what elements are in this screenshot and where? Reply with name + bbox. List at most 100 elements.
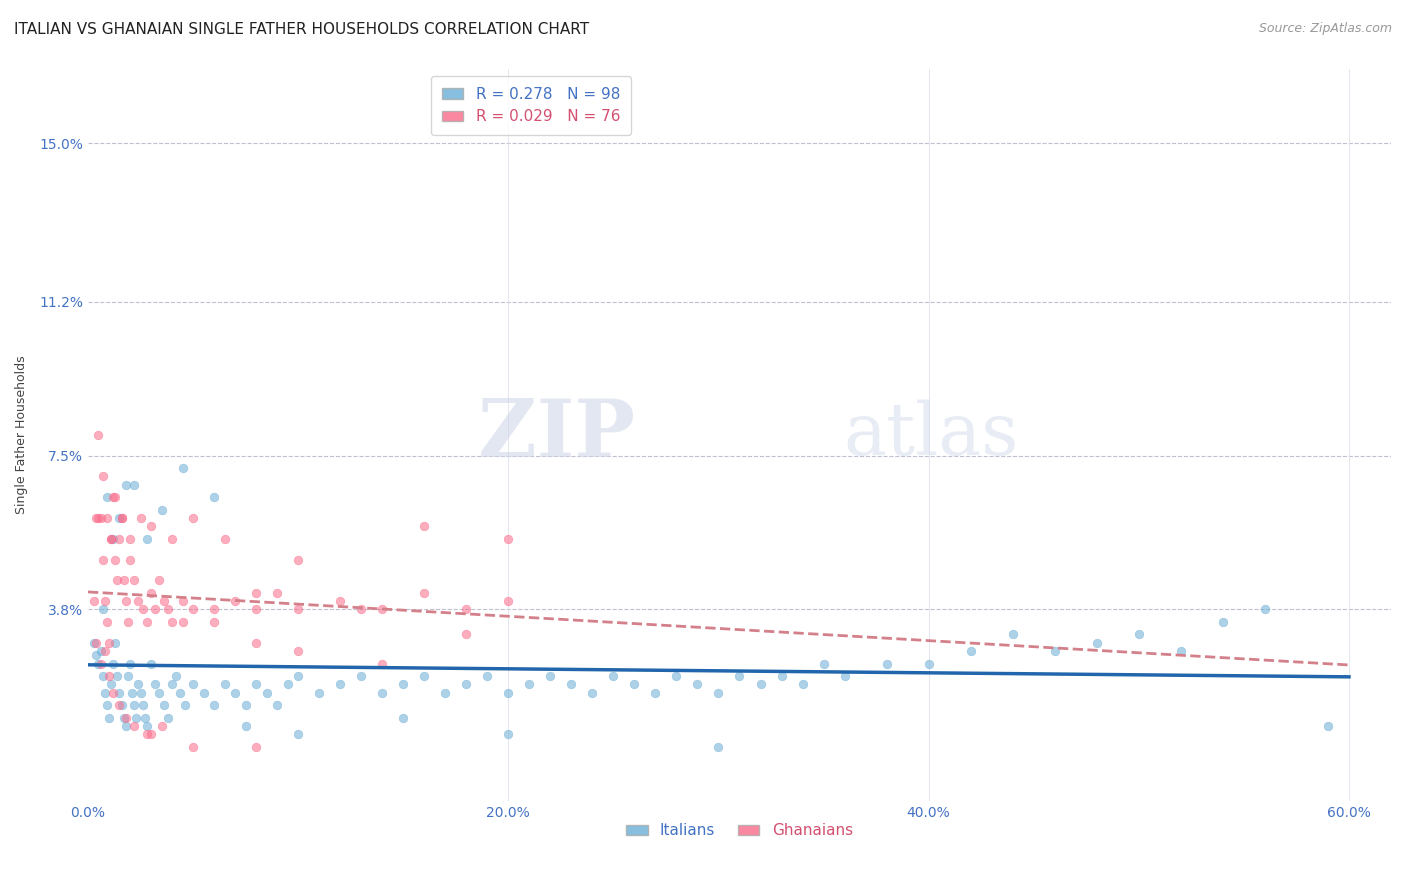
Point <box>108 532 131 546</box>
Point <box>602 669 624 683</box>
Point <box>127 594 149 608</box>
Point <box>90 511 112 525</box>
Point <box>256 686 278 700</box>
Legend: Italians, Ghanaians: Italians, Ghanaians <box>620 817 859 845</box>
Point <box>150 502 173 516</box>
Point <box>392 677 415 691</box>
Point <box>413 669 436 683</box>
Point <box>114 477 136 491</box>
Point <box>181 677 204 691</box>
Point <box>172 461 194 475</box>
Point <box>122 574 145 588</box>
Point <box>131 602 153 616</box>
Point <box>350 602 373 616</box>
Point <box>91 669 114 683</box>
Point <box>1254 602 1277 616</box>
Point <box>665 669 688 683</box>
Point <box>202 490 225 504</box>
Point <box>91 552 114 566</box>
Point <box>91 602 114 616</box>
Point <box>172 615 194 629</box>
Point <box>214 532 236 546</box>
Point <box>287 602 309 616</box>
Point <box>87 657 110 671</box>
Point <box>129 686 152 700</box>
Point <box>173 698 195 713</box>
Point <box>87 427 110 442</box>
Point <box>152 594 174 608</box>
Point <box>266 586 288 600</box>
Point <box>90 644 112 658</box>
Point <box>181 602 204 616</box>
Point <box>1085 636 1108 650</box>
Point <box>917 657 939 671</box>
Point <box>1043 644 1066 658</box>
Point <box>156 711 179 725</box>
Point <box>413 586 436 600</box>
Point <box>749 677 772 691</box>
Point <box>122 477 145 491</box>
Point <box>456 677 478 691</box>
Point <box>100 532 122 546</box>
Point <box>172 594 194 608</box>
Point <box>498 686 520 700</box>
Point <box>135 532 157 546</box>
Point <box>1128 627 1150 641</box>
Text: Source: ZipAtlas.com: Source: ZipAtlas.com <box>1258 22 1392 36</box>
Point <box>245 586 267 600</box>
Point <box>139 586 162 600</box>
Point <box>287 669 309 683</box>
Point <box>371 686 394 700</box>
Point <box>160 532 183 546</box>
Point <box>90 657 112 671</box>
Point <box>104 552 127 566</box>
Point <box>118 552 141 566</box>
Point <box>118 657 141 671</box>
Point <box>308 686 330 700</box>
Point <box>98 636 121 650</box>
Point <box>498 727 520 741</box>
Point <box>117 615 139 629</box>
Point <box>91 469 114 483</box>
Point <box>235 719 257 733</box>
Point <box>456 602 478 616</box>
Point <box>770 669 793 683</box>
Point <box>83 594 105 608</box>
Point <box>86 511 108 525</box>
Point <box>86 636 108 650</box>
Point <box>477 669 499 683</box>
Point <box>139 519 162 533</box>
Point <box>959 644 981 658</box>
Point <box>156 602 179 616</box>
Point <box>165 669 187 683</box>
Point <box>152 698 174 713</box>
Point <box>1170 644 1192 658</box>
Point <box>686 677 709 691</box>
Point <box>118 532 141 546</box>
Point <box>105 574 128 588</box>
Y-axis label: Single Father Households: Single Father Households <box>15 355 28 514</box>
Point <box>287 727 309 741</box>
Point <box>129 511 152 525</box>
Point <box>181 511 204 525</box>
Point <box>150 719 173 733</box>
Point <box>792 677 814 691</box>
Point <box>131 698 153 713</box>
Point <box>110 511 132 525</box>
Point <box>413 519 436 533</box>
Point <box>728 669 751 683</box>
Point <box>127 677 149 691</box>
Point <box>266 698 288 713</box>
Point <box>112 711 135 725</box>
Point <box>114 594 136 608</box>
Point <box>94 594 117 608</box>
Point <box>813 657 835 671</box>
Point <box>350 669 373 683</box>
Point <box>139 657 162 671</box>
Point <box>86 648 108 663</box>
Point <box>108 686 131 700</box>
Point <box>235 698 257 713</box>
Point <box>277 677 299 691</box>
Point <box>143 677 166 691</box>
Point <box>114 711 136 725</box>
